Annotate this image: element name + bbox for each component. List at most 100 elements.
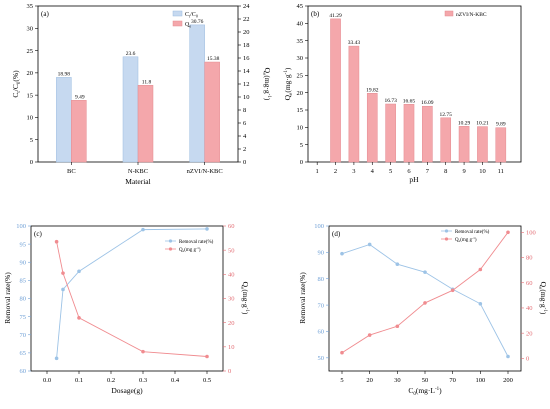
data-point xyxy=(506,354,510,359)
x-tick-label: 30 xyxy=(394,377,401,384)
y-right-tick-label: 18 xyxy=(243,42,250,49)
panel-d-right-axis-label: Qe(mg·g-1) xyxy=(537,282,548,315)
data-point xyxy=(423,301,427,305)
y-tick-label: 30 xyxy=(297,55,304,62)
panel-b-x-ticks: 1 2 3 4 5 6 7 8 9 10 11 xyxy=(316,162,504,175)
x-tick-label: 0.0 xyxy=(43,377,51,384)
bar-label: 16.65 xyxy=(403,98,416,104)
legend-label-qe: Qe xyxy=(185,22,191,29)
bar-qe xyxy=(330,18,341,163)
bar-label: 11.8 xyxy=(142,79,152,85)
panel-c-right-axis-label: Qe(mg·g-1) xyxy=(239,282,250,315)
bar-label: 10.21 xyxy=(476,121,489,127)
panel-c-left-axis: 60 65 70 75 80 85 90 95 100 xyxy=(16,223,31,375)
x-tick-label: 0.5 xyxy=(203,377,211,384)
y-right-tick-label: 0 xyxy=(243,159,246,166)
x-tick-label: 1 xyxy=(316,168,319,175)
bar-qe xyxy=(422,105,433,163)
y-right-tick-label: 4 xyxy=(243,133,247,140)
panel-a-label: (a) xyxy=(41,10,49,18)
y-tick-label: 15 xyxy=(27,92,34,99)
y-right-tick-label: 10 xyxy=(228,344,235,351)
data-point xyxy=(395,262,400,267)
bar-qe xyxy=(477,126,488,163)
y-tick-label: 10 xyxy=(27,115,34,122)
y-tick-label: 30 xyxy=(27,25,34,32)
bar-qe xyxy=(348,45,360,163)
x-tick-label: 7 xyxy=(426,168,430,175)
data-point xyxy=(141,227,145,232)
y-right-tick-label: 20 xyxy=(243,29,250,36)
y-right-tick-label: 40 xyxy=(228,272,235,279)
y-tick-label: 60 xyxy=(20,368,27,375)
y-tick-label: 40 xyxy=(297,21,304,28)
data-point xyxy=(61,287,65,292)
y-right-tick-label: 60 xyxy=(526,280,533,287)
y-right-tick-label: 16 xyxy=(243,55,250,62)
y-right-tick-label: 2 xyxy=(243,146,246,153)
panel-d: (d) 50 60 70 80 90 100 0 20 40 60 80 100 5 20 30 50 70… xyxy=(298,223,548,397)
y-right-tick-label: 0 xyxy=(228,368,231,375)
data-point xyxy=(54,239,59,244)
bar-label: 30.76 xyxy=(191,19,204,25)
y-tick-label: 15 xyxy=(297,107,304,114)
legend-label-removal: Removal rate(%) xyxy=(179,240,214,245)
x-tick-label: 8 xyxy=(444,168,447,175)
y-tick-label: 60 xyxy=(318,329,325,336)
y-right-tick-label: 100 xyxy=(526,230,536,237)
bar-label: 16.09 xyxy=(421,100,434,106)
y-tick-label: 20 xyxy=(297,90,304,97)
panel-b-bars: 41.29 33.43 19.82 16.73 16.65 16.09 12.75 10.29… xyxy=(329,13,507,163)
panel-a-bars: 18.98 9.49 23.6 11.8 30.76 15.38 xyxy=(56,19,220,163)
x-tick-label: 10 xyxy=(479,168,486,175)
y-right-tick-label: 0 xyxy=(526,356,529,363)
data-point xyxy=(205,354,209,359)
y-right-tick-label: 12 xyxy=(243,81,250,88)
data-point xyxy=(478,301,483,306)
legend-swatch-ct-c0 xyxy=(172,10,183,17)
y-tick-label: 25 xyxy=(27,48,34,55)
bar-ct-c0 xyxy=(56,77,72,163)
panel-d-left-axis-label: Removal rate(%) xyxy=(298,272,307,324)
y-tick-label: 0 xyxy=(300,159,303,166)
data-point xyxy=(61,271,65,275)
panel-c-x-ticks: 0.0 0.1 0.2 0.3 0.4 0.5 xyxy=(43,371,211,384)
panel-b-y-axis-label: Qe(mg·g-1) xyxy=(283,67,294,100)
bar-label: 9.89 xyxy=(496,122,506,128)
x-tick-label: 200 xyxy=(503,377,513,384)
panel-b-y-axis: 0 5 10 15 20 25 30 35 40 45 xyxy=(297,3,308,166)
bar-label: 33.43 xyxy=(348,40,361,46)
legend-swatch-nzvi xyxy=(444,10,454,17)
bar-label: 10.29 xyxy=(458,120,471,126)
bar-label: 18.98 xyxy=(58,71,71,77)
data-point xyxy=(205,227,209,231)
y-tick-label: 75 xyxy=(20,314,27,321)
bar-qe xyxy=(403,104,415,163)
y-tick-label: 0 xyxy=(30,159,33,166)
series-line xyxy=(341,243,509,357)
y-tick-label: 100 xyxy=(16,223,26,230)
y-right-tick-label: 10 xyxy=(243,94,250,101)
legend-marker-removal xyxy=(168,239,173,243)
bar-label: 16.73 xyxy=(384,98,397,104)
y-tick-label: 95 xyxy=(20,241,27,248)
panel-d-right-axis: 0 20 40 60 80 100 xyxy=(521,230,536,363)
panel-a-x-ticks: BC N-KBC nZVI/N-KBC xyxy=(67,162,223,175)
panel-c-lines xyxy=(54,227,209,361)
y-right-tick-label: 14 xyxy=(243,68,250,75)
y-tick-label: 25 xyxy=(297,73,304,80)
data-point xyxy=(340,350,344,355)
panel-d-x-label: C0(mg·L-1) xyxy=(408,386,442,397)
y-tick-label: 45 xyxy=(297,3,304,10)
panel-b-x-label: pH xyxy=(409,175,419,184)
y-tick-label: 90 xyxy=(318,250,325,257)
bar-qe xyxy=(495,127,507,163)
panel-a-left-axis: 0 5 10 15 20 25 30 35 xyxy=(27,3,38,166)
x-tick-label: 0.1 xyxy=(75,377,83,384)
panel-a-legend: Ct/C0 Qe xyxy=(172,10,198,29)
data-point xyxy=(367,333,372,337)
legend-label-removal-d: Removal rate(%) xyxy=(455,230,490,235)
bar-label: 41.29 xyxy=(329,13,342,19)
panel-c-left-axis-label: Removal rate(%) xyxy=(3,272,12,324)
